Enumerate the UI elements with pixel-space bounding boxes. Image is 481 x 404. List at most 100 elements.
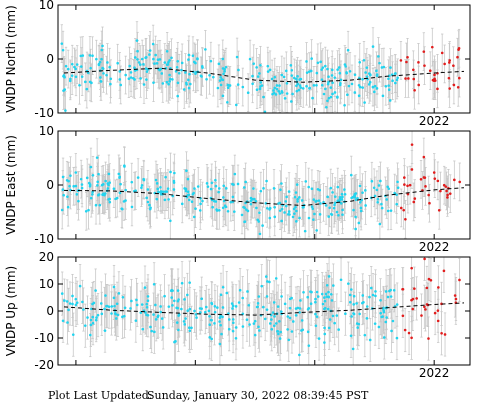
- data-point: [120, 207, 124, 211]
- data-point: [348, 293, 352, 297]
- data-point: [343, 192, 347, 196]
- data-point: [297, 88, 301, 92]
- data-point: [389, 295, 393, 298]
- panels: -10 0 10 2022 VNDP North (mm) -10 0 10 2022 VNDP …: [4, 0, 471, 380]
- data-point: [261, 224, 264, 227]
- recent-point: [448, 59, 452, 62]
- recent-point: [424, 308, 427, 311]
- data-point: [375, 188, 379, 192]
- data-point: [161, 190, 165, 194]
- data-point: [213, 305, 217, 308]
- data-point: [182, 88, 186, 91]
- recent-point: [422, 155, 426, 159]
- data-point: [141, 327, 145, 331]
- data-point: [70, 74, 74, 77]
- data-point: [226, 86, 230, 90]
- recent-point: [446, 193, 449, 197]
- data-point: [259, 63, 262, 67]
- data-point: [298, 311, 301, 314]
- data-point: [145, 78, 148, 81]
- data-point: [130, 180, 134, 184]
- data-point: [136, 58, 139, 61]
- data-point: [350, 82, 354, 86]
- data-point: [217, 62, 221, 66]
- data-point: [240, 213, 244, 217]
- data-point: [116, 61, 119, 65]
- data-point: [140, 57, 144, 61]
- data-point: [327, 290, 330, 294]
- data-point: [395, 78, 399, 82]
- data-point: [248, 323, 251, 326]
- data-point: [290, 68, 294, 72]
- data-point: [290, 100, 293, 103]
- data-point: [142, 83, 146, 86]
- data-point: [278, 201, 282, 205]
- data-point: [327, 275, 331, 278]
- data-point: [352, 303, 356, 306]
- data-point: [295, 77, 298, 81]
- data-point: [264, 202, 268, 205]
- data-point: [160, 72, 164, 75]
- data-point: [378, 222, 382, 226]
- data-point: [149, 206, 152, 210]
- recent-point: [445, 189, 448, 193]
- y-tick-label: -20: [34, 358, 54, 372]
- data-point: [96, 180, 99, 184]
- data-point: [280, 219, 283, 223]
- data-point: [234, 103, 238, 107]
- data-point: [144, 67, 148, 70]
- data-point: [208, 336, 212, 339]
- data-point: [188, 307, 192, 311]
- data-point: [160, 317, 164, 320]
- data-point: [315, 315, 319, 318]
- recent-point: [413, 197, 417, 200]
- data-point: [68, 302, 72, 305]
- data-point: [232, 183, 235, 186]
- data-point: [109, 82, 112, 86]
- data-point: [214, 178, 217, 182]
- data-point: [176, 306, 180, 310]
- data-point: [69, 77, 72, 81]
- data-point: [221, 94, 225, 98]
- data-point: [355, 302, 358, 305]
- data-point: [298, 353, 301, 357]
- data-point: [329, 292, 333, 296]
- data-point: [107, 172, 111, 176]
- data-point: [372, 186, 376, 190]
- data-point: [395, 193, 398, 196]
- data-point: [110, 305, 114, 308]
- data-point: [389, 209, 393, 212]
- data-point: [198, 311, 202, 314]
- data-point: [140, 184, 144, 187]
- data-point: [196, 185, 200, 188]
- data-point: [100, 302, 103, 305]
- recent-point: [444, 185, 448, 188]
- data-point: [371, 293, 375, 297]
- data-point: [387, 77, 390, 81]
- data-point: [299, 299, 302, 302]
- data-point: [382, 65, 386, 69]
- data-point: [380, 202, 383, 206]
- data-point: [323, 296, 326, 299]
- data-point: [280, 207, 284, 211]
- data-point: [143, 286, 147, 289]
- data-point: [223, 68, 226, 71]
- data-point: [177, 298, 180, 301]
- recent-point: [452, 83, 456, 87]
- data-point: [387, 88, 391, 92]
- data-point: [391, 79, 394, 83]
- data-point: [329, 86, 333, 89]
- data-point: [142, 63, 145, 66]
- recent-point: [401, 314, 405, 318]
- data-point: [382, 306, 385, 310]
- data-point: [377, 325, 381, 329]
- data-point: [327, 326, 331, 330]
- data-point: [290, 296, 293, 300]
- data-point: [231, 307, 234, 310]
- recent-point: [458, 76, 461, 80]
- y-tick-label: 0: [46, 178, 54, 192]
- data-point: [136, 49, 139, 53]
- data-point: [323, 64, 327, 68]
- data-point: [363, 101, 366, 104]
- data-point: [395, 336, 399, 340]
